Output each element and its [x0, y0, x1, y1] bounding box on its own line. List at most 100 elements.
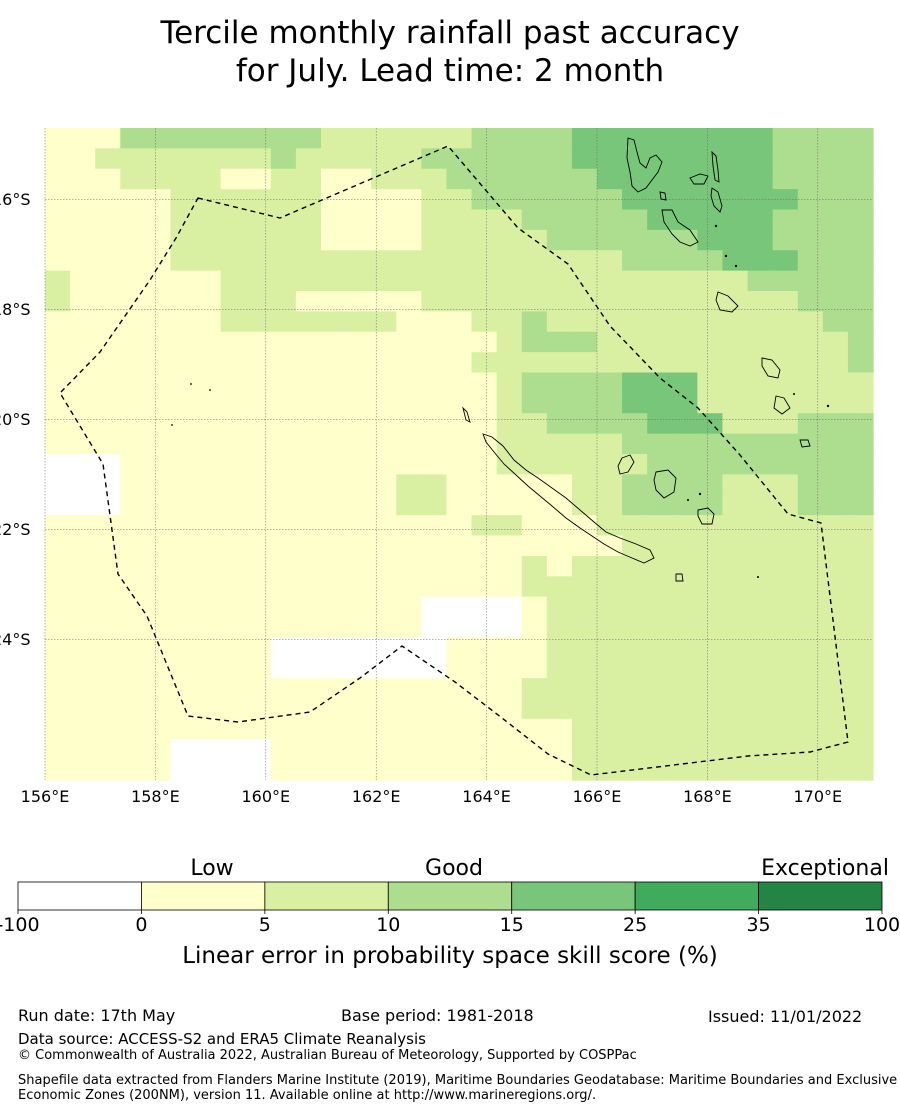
- grid-cell: [496, 413, 523, 435]
- grid-cell: [672, 270, 698, 292]
- grid-cell: [697, 189, 724, 211]
- grid-cell: [270, 128, 297, 149]
- grid-cell: [496, 352, 523, 374]
- grid-cell: [496, 189, 523, 211]
- grid-cell: [672, 148, 698, 170]
- grid-cell: [546, 291, 573, 312]
- grid-cell: [45, 617, 71, 638]
- longitude-label: 166°E: [572, 787, 622, 806]
- grid-cell: [195, 494, 222, 516]
- grid-cell: [346, 128, 372, 149]
- small-islets: [171, 224, 830, 578]
- grid-cell: [546, 678, 573, 700]
- grid-cell: [622, 535, 648, 557]
- grid-cell: [421, 311, 448, 333]
- vanuatu-erromango-island: [761, 357, 781, 379]
- grid-cell: [421, 209, 448, 231]
- grid-cell: [496, 474, 523, 496]
- grid-cell: [597, 555, 623, 577]
- grid-cell: [145, 168, 172, 190]
- grid-cell: [722, 474, 749, 496]
- grid-cell: [697, 433, 724, 455]
- grid-cell: [270, 311, 297, 333]
- grid-cell: [747, 596, 774, 618]
- grid-cell: [772, 392, 799, 414]
- grid-cell: [496, 250, 523, 272]
- land-masses: [462, 137, 811, 582]
- grid-cell: [672, 331, 698, 353]
- grid-cell: [170, 291, 197, 312]
- grid-cell: [421, 229, 448, 251]
- grid-cell: [45, 270, 71, 292]
- grid-cell: [546, 189, 573, 211]
- grid-cell: [220, 555, 247, 577]
- grid-cell: [647, 413, 673, 435]
- grid-cell: [95, 637, 121, 659]
- grid-cell: [170, 352, 197, 374]
- grid-cell: [270, 352, 297, 374]
- grid-cell: [396, 352, 422, 374]
- grid-cell: [45, 535, 71, 557]
- grid-cell: [371, 311, 397, 333]
- grid-cell: [95, 372, 121, 394]
- grid-cell: [245, 291, 272, 312]
- grid-cell: [145, 148, 172, 170]
- grid-cell: [95, 454, 121, 475]
- grid-cell: [170, 718, 197, 740]
- grid-cell: [747, 331, 774, 353]
- grid-cell: [70, 392, 96, 414]
- grid-cell: [747, 413, 774, 435]
- grid-cell: [45, 229, 71, 251]
- grid-cell: [722, 331, 749, 353]
- grid-cell: [220, 433, 247, 455]
- grid-cell: [847, 617, 874, 638]
- grid-cell: [597, 718, 623, 740]
- grid-cell: [421, 657, 448, 679]
- grid-cell: [772, 372, 799, 394]
- grid-cell: [295, 759, 322, 781]
- grid-cell: [571, 392, 598, 414]
- grid-cell: [822, 209, 849, 231]
- grid-cell: [822, 596, 849, 618]
- grid-cell: [295, 637, 322, 659]
- grid-cell: [622, 454, 648, 475]
- grid-cell: [346, 637, 372, 659]
- grid-cell: [647, 576, 673, 598]
- grid-cell: [170, 209, 197, 231]
- grid-cell: [195, 331, 222, 353]
- grid-cell: [446, 270, 473, 292]
- grid-cell: [672, 392, 698, 414]
- grid-cell: [797, 352, 824, 374]
- grid-cell: [797, 454, 824, 475]
- grid-cell: [747, 250, 774, 272]
- grid-cell: [245, 372, 272, 394]
- grid-cell: [346, 617, 372, 638]
- grid-cell: [220, 474, 247, 496]
- grid-cell: [496, 331, 523, 353]
- grid-cell: [220, 454, 247, 475]
- grid-cell: [70, 433, 96, 455]
- grid-cell: [346, 515, 372, 537]
- grid-cell: [546, 413, 573, 435]
- grid-cell: [597, 678, 623, 700]
- colorbar-tick-label: 15: [499, 914, 524, 936]
- grid-cell: [672, 433, 698, 455]
- grid-cell: [120, 617, 146, 638]
- grid-cell: [772, 596, 799, 618]
- grid-cell: [321, 494, 347, 516]
- grid-cell: [446, 596, 473, 618]
- grid-cell: [772, 352, 799, 374]
- grid-cell: [95, 739, 121, 761]
- grid-cell: [371, 535, 397, 557]
- grid-cell: [847, 189, 874, 211]
- grid-cell: [396, 250, 422, 272]
- grid-cell: [772, 311, 799, 333]
- grid-cell: [421, 128, 448, 149]
- grid-cell: [295, 555, 322, 577]
- grid-cell: [295, 596, 322, 618]
- grid-cell: [295, 739, 322, 761]
- grid-cell: [521, 657, 548, 679]
- grid-cell: [697, 617, 724, 638]
- matthew-island: [675, 573, 684, 582]
- grid-cell: [672, 739, 698, 761]
